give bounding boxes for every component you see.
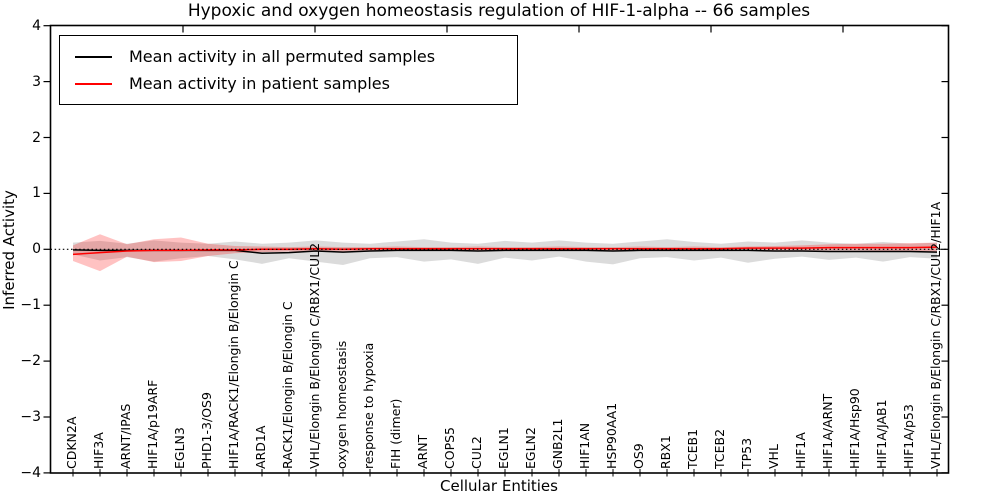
y-tick-label: −2: [20, 353, 41, 370]
y-tick-label: −1: [20, 297, 41, 314]
x-tick-label: HIF1A/RACK1/Elongin B/Elongin C: [226, 260, 241, 469]
legend-entry-label: Mean activity in patient samples: [129, 74, 390, 93]
series-lines: [72, 246, 938, 256]
x-tick-label: HIF1AN: [577, 422, 592, 469]
x-tick-label: EGLN2: [523, 427, 538, 469]
x-tick-label: TCEB2: [712, 428, 727, 469]
legend-entry: Mean activity in patient samples: [75, 70, 517, 97]
x-tick-label: HIF3A: [91, 432, 106, 469]
x-tick-label: GNB2L1: [550, 418, 565, 469]
x-tick-label: TP53: [739, 437, 754, 469]
x-tick-label: RACK1/Elongin B/Elongin C: [280, 301, 295, 469]
y-tick-label: 1: [32, 185, 41, 202]
x-tick-label: CUL2: [469, 436, 484, 469]
x-tick-label: VHL/Elongin B/Elongin C/RBX1/CUL2/HIF1A: [928, 201, 943, 469]
legend: Mean activity in all permuted samples Me…: [59, 35, 518, 105]
y-tick-label: 2: [32, 129, 41, 146]
x-tick-label: HIF1A/Hsp90: [847, 388, 862, 469]
x-tick-label: ARNT: [415, 434, 430, 469]
x-tick-label: CDKN2A: [64, 416, 79, 469]
y-tick-label: 0: [32, 241, 41, 258]
x-tick-label: FIH (dimer): [388, 398, 403, 469]
x-tick-label: HIF1A/p53: [901, 404, 916, 469]
x-tick-label: response to hypoxia: [361, 342, 376, 469]
x-tick-label: PHD1-3/OS9: [199, 392, 214, 469]
x-tick-label: ARD1A: [253, 425, 268, 469]
legend-entry: Mean activity in all permuted samples: [75, 43, 517, 70]
legend-line-swatch-patient-icon: [75, 82, 112, 85]
plot-border: [49, 24, 950, 474]
x-tick-label: HIF1A/JAB1: [874, 399, 889, 469]
x-tick-label: EGLN3: [172, 427, 187, 469]
y-tick-label: −3: [20, 409, 41, 425]
x-axis-label: Cellular Entities: [440, 477, 558, 495]
legend-entry-label: Mean activity in all permuted samples: [129, 47, 436, 66]
legend-line-swatch-permuted-icon: [75, 55, 112, 58]
x-tick-label: HIF1A/ARNT: [820, 393, 835, 469]
x-tick-label: OS9: [631, 443, 646, 469]
confidence-bands: [73, 234, 937, 272]
x-tick-label: TCEB1: [685, 428, 700, 469]
y-tick-label: −4: [20, 464, 41, 481]
x-tick-label: HSP90AA1: [604, 402, 619, 469]
y-tick-label: 3: [32, 73, 41, 90]
x-tick-label: HIF1A: [793, 432, 808, 469]
x-tick-label: EGLN1: [496, 427, 511, 469]
x-tick-label: RBX1: [658, 435, 673, 469]
x-tick-label: ARNT/IPAS: [118, 403, 133, 469]
y-tick-label: 4: [32, 17, 41, 34]
x-tick-label: oxygen homeostasis: [334, 340, 349, 469]
x-tick-label: COPS5: [442, 427, 457, 469]
x-tick-label: VHL: [766, 444, 781, 469]
x-tick-label: HIF1A/p19ARF: [145, 379, 160, 469]
chart-title: Hypoxic and oxygen homeostasis regulatio…: [187, 1, 811, 21]
x-tick-label: VHL/Elongin B/Elongin C/RBX1/CUL2: [307, 242, 322, 469]
